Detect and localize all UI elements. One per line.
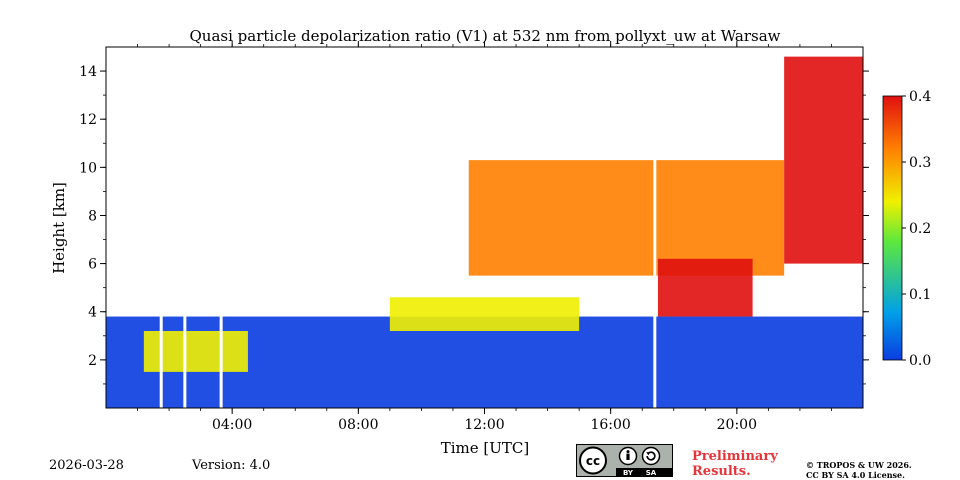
x-axis-label: Time [UTC]: [441, 439, 530, 457]
copyright-line-1: © TROPOS & UW 2026.: [806, 460, 912, 470]
region-morning-aerosol: [143, 330, 248, 372]
copyright-note: © TROPOS & UW 2026. CC BY SA 4.0 License…: [806, 460, 912, 480]
colorbar: [882, 95, 903, 361]
cc-license-badge: cc BY SA: [576, 444, 673, 477]
data-gap-0: [159, 47, 163, 408]
colorbar-tick-label: 0.4: [909, 89, 931, 105]
preliminary-line-2: Results.: [692, 464, 751, 479]
footer-version: Version: 4.0: [192, 458, 271, 473]
region-dust-plume-lower: [389, 297, 580, 331]
y-tick-label: 6: [88, 257, 97, 273]
data-gap-3: [653, 47, 657, 408]
data-gap-2: [219, 47, 223, 408]
cc-badge-text-cc: cc: [586, 454, 600, 468]
cc-icon: cc: [579, 446, 607, 475]
y-tick-label: 2: [88, 353, 97, 369]
y-tick-label: 8: [88, 208, 97, 224]
colorbar-tick-label: 0.0: [909, 353, 931, 369]
colorbar-tick-label: 0.2: [909, 221, 931, 237]
footer-date: 2026-03-28: [49, 458, 124, 473]
cc-badge-text-by: BY: [623, 469, 634, 477]
preliminary-results-note: Preliminary Results.: [692, 449, 778, 479]
data-gap-1: [183, 47, 187, 408]
preliminary-line-1: Preliminary: [692, 449, 778, 464]
cc-badge-text-sa: SA: [646, 469, 657, 477]
x-tick-label: 04:00: [212, 417, 252, 433]
y-tick-label: 4: [88, 305, 97, 321]
x-tick-label: 16:00: [590, 417, 630, 433]
chart-title: Quasi particle depolarization ratio (V1)…: [189, 27, 780, 45]
colorbar-tick-label: 0.1: [909, 287, 931, 303]
x-tick-label: 20:00: [717, 417, 757, 433]
region-cirrus: [784, 56, 863, 264]
copyright-line-2: CC BY SA 4.0 License.: [806, 470, 905, 480]
x-tick-label: 12:00: [464, 417, 504, 433]
attribution-icon: [618, 446, 638, 466]
y-tick-label: 14: [79, 64, 97, 80]
region-dust-plume-upper: [468, 160, 785, 276]
colorbar-tick-label: 0.3: [909, 155, 931, 171]
region-evening-dust-core: [657, 258, 753, 317]
y-axis-label: Height [km]: [50, 182, 68, 274]
x-tick-label: 08:00: [338, 417, 378, 433]
y-tick-label: 12: [79, 112, 97, 128]
share-alike-icon: [641, 446, 661, 466]
y-tick-label: 10: [79, 160, 97, 176]
